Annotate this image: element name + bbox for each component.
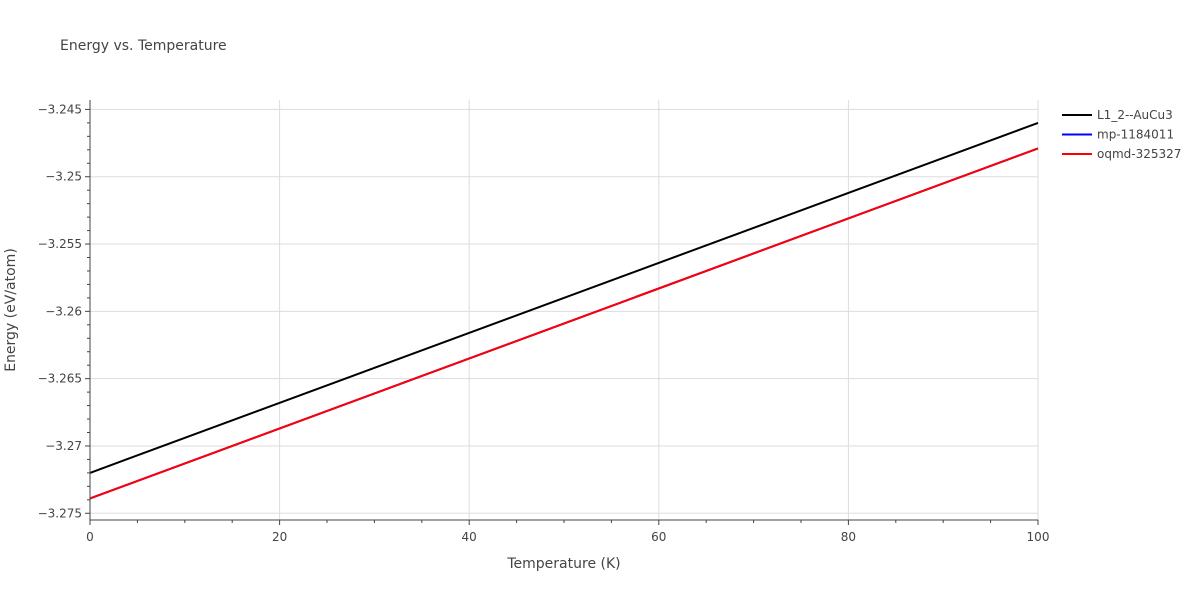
y-tick-label: −3.255 [38,237,82,251]
chart-title: Energy vs. Temperature [60,38,227,54]
legend-label-oqmd-325327: oqmd-325327 [1097,147,1181,161]
x-tick-labels: 0 20 40 60 80 100 [86,530,1049,544]
x-axis-title: Temperature (K) [506,556,620,572]
legend-label-l1-2-aucu3: L1_2--AuCu3 [1097,108,1173,122]
x-tick-label: 40 [462,530,477,544]
x-tick-label: 100 [1027,530,1050,544]
y-tick-label: −3.27 [45,439,82,453]
y-tick-label: −3.265 [38,372,82,386]
x-tick-label: 60 [651,530,666,544]
minor-ticks [85,108,1039,525]
series-line-l1-2-aucu3 [89,121,1039,474]
y-tick-label: −3.25 [45,170,82,184]
y-tick-label: −3.245 [38,102,82,116]
legend-label-mp-1184011: mp-1184011 [1097,128,1174,142]
series-layer [89,121,1039,500]
grid-lines [90,100,1039,520]
series-line-oqmd-325327 [89,147,1039,500]
y-tick-label: −3.275 [38,506,82,520]
x-tick-label: 0 [86,530,94,544]
x-tick-label: 80 [841,530,856,544]
y-tick-label: −3.26 [45,304,82,318]
x-tick-label: 20 [272,530,287,544]
y-axis-title: Energy (eV/atom) [3,248,19,372]
y-tick-labels: −3.245 −3.25 −3.255 −3.26 −3.265 −3.27 −3.275 [38,102,82,520]
legend[interactable]: L1_2--AuCu3 mp-1184011 oqmd-325327 [1062,108,1181,161]
